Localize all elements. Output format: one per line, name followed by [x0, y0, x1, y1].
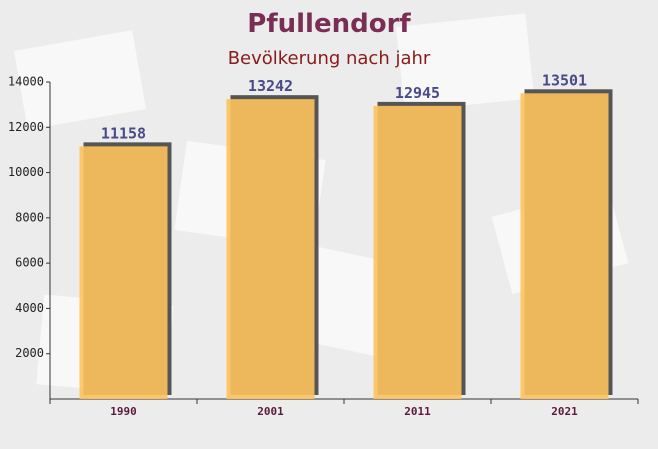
bar — [373, 105, 462, 399]
y-tick-label: 6000 — [15, 256, 44, 270]
value-label: 12945 — [395, 84, 440, 102]
value-label: 11158 — [101, 124, 146, 142]
chart-title: Pfullendorf — [247, 9, 411, 39]
y-tick-label: 14000 — [8, 75, 44, 89]
x-tick-label: 2021 — [551, 405, 578, 418]
x-tick-label: 2011 — [404, 405, 431, 418]
bar — [226, 99, 315, 400]
chart-subtitle: Bevölkerung nach jahr — [228, 48, 431, 69]
y-tick-label: 12000 — [8, 120, 44, 134]
y-tick-label: 4000 — [15, 301, 44, 315]
y-tick-label: 10000 — [8, 165, 44, 179]
x-tick-label: 1990 — [110, 405, 137, 418]
bar — [520, 93, 609, 400]
x-tick-label: 2001 — [257, 405, 284, 418]
y-tick-label: 8000 — [15, 210, 44, 224]
bar — [79, 146, 168, 399]
value-label: 13501 — [542, 71, 587, 89]
y-tick-label: 2000 — [15, 346, 44, 360]
value-label: 13242 — [248, 77, 293, 95]
